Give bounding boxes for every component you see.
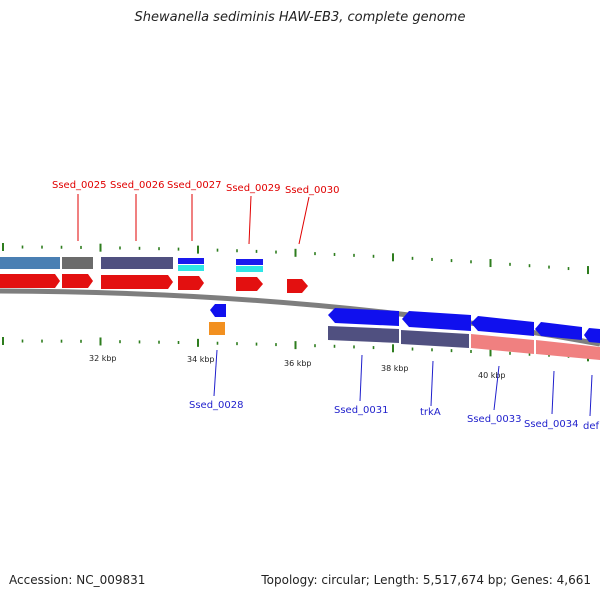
label-leader-line	[248, 195, 252, 245]
reverse-cds-arrow	[471, 316, 534, 336]
genome-backbone	[0, 288, 600, 347]
label-leader-line	[551, 370, 555, 415]
kbp-label: 34 kbp	[187, 355, 215, 364]
gene-label: Ssed_0025	[52, 180, 107, 191]
cog-block-grey	[62, 257, 93, 269]
forward-cds-arrow	[0, 274, 60, 288]
reverse-cds-arrow	[584, 328, 600, 343]
gene-label: Ssed_0031	[334, 405, 389, 416]
reverse-cds-arrow	[402, 311, 471, 331]
kbp-label: 40 kbp	[478, 371, 506, 380]
gene-label: Ssed_0030	[285, 185, 340, 196]
label-leader-line	[430, 360, 434, 407]
accession-text: Accession: NC_009831	[9, 573, 146, 587]
gene-label: Ssed_0028	[189, 400, 244, 411]
gene-label: trkA	[420, 407, 441, 418]
reverse-cds-arrow	[210, 304, 226, 317]
bottom-gene-labels: Ssed_0028 Ssed_0031 trkA Ssed_0033 Ssed_…	[189, 349, 600, 432]
cog-block-cyan	[178, 265, 204, 271]
reverse-cds-arrow	[328, 308, 399, 326]
forward-cds-arrow	[178, 276, 204, 290]
top-gene-labels: Ssed_0025 Ssed_0026 Ssed_0027 Ssed_0029 …	[52, 180, 340, 245]
forward-cds-track	[0, 274, 308, 293]
kbp-scale: 32 kbp 34 kbp 36 kbp 38 kbp 40 kbp	[89, 354, 506, 380]
forward-cds-arrow	[101, 275, 173, 289]
cog-block-slate	[401, 330, 469, 348]
cog-block-salmon	[471, 334, 534, 354]
kbp-label: 32 kbp	[89, 354, 117, 363]
gene-label: Ssed_0033	[467, 414, 522, 425]
cog-block-orange	[209, 322, 225, 335]
gene-label: Ssed_0027	[167, 180, 222, 191]
label-leader-line	[493, 365, 500, 411]
cog-block-blue	[178, 258, 204, 264]
cog-block-slate	[328, 326, 399, 343]
label-leader-line	[298, 196, 310, 245]
forward-cds-arrow	[62, 274, 93, 288]
label-leader-line	[213, 349, 218, 397]
kbp-label: 36 kbp	[284, 359, 312, 368]
gene-label: Ssed_0029	[226, 183, 281, 194]
label-leader-line	[589, 374, 593, 417]
tick-ring-outer	[2, 243, 589, 275]
reverse-cds-track	[210, 304, 600, 343]
cog-block-salmon	[536, 340, 600, 360]
cog-block-slate	[101, 257, 173, 269]
gene-label: Ssed_0034	[524, 419, 579, 430]
map-title: Shewanella sediminis HAW-EB3, complete g…	[134, 10, 466, 25]
forward-cds-arrow	[287, 279, 308, 293]
gene-label: Ssed_0026	[110, 180, 165, 191]
gene-label: def	[583, 421, 600, 432]
cog-block-blue	[236, 259, 263, 265]
cog-track-forward	[0, 257, 263, 272]
cog-block-steelblue	[0, 257, 60, 269]
cog-track-reverse	[209, 322, 600, 360]
reverse-cds-arrow	[535, 322, 582, 340]
kbp-label: 38 kbp	[381, 364, 409, 373]
forward-cds-arrow	[236, 277, 263, 291]
cog-block-cyan	[236, 266, 263, 272]
genome-summary-text: Topology: circular; Length: 5,517,674 bp…	[261, 573, 591, 587]
label-leader-line	[359, 354, 363, 402]
